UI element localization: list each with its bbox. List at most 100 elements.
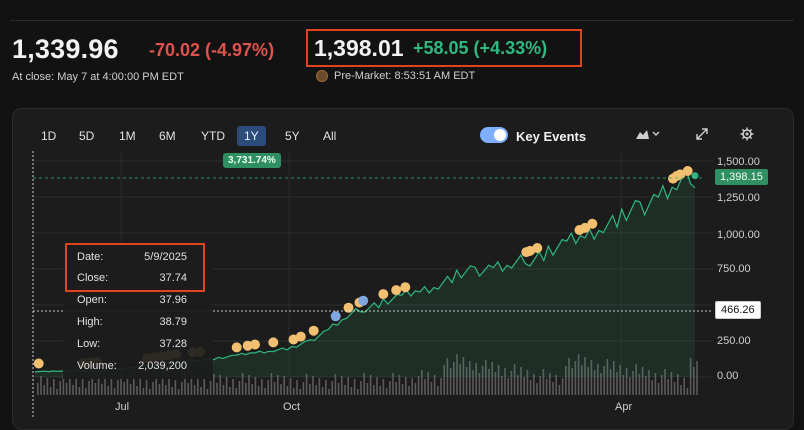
- volume-bar: [408, 386, 410, 395]
- expand-icon[interactable]: [695, 127, 709, 144]
- volume-bar: [693, 367, 695, 395]
- tooltip-label: Volume:: [77, 360, 117, 372]
- volume-bar: [264, 388, 266, 395]
- volume-bar: [526, 370, 529, 395]
- volume-bar: [529, 380, 532, 395]
- volume-bar: [133, 376, 135, 395]
- last-price-badge: 1,398.15: [715, 169, 768, 185]
- volume-bar: [440, 378, 442, 395]
- volume-bar: [235, 388, 237, 395]
- volume-bar: [501, 376, 503, 395]
- price-area: [35, 168, 695, 377]
- volume-bar: [376, 377, 378, 395]
- volume-bar: [555, 375, 557, 395]
- chart-type-icon[interactable]: [635, 127, 663, 144]
- key-event-dot: [330, 311, 341, 322]
- volume-bar: [251, 384, 253, 395]
- volume-bar: [56, 389, 58, 395]
- y-tick-1250: 1,250.00: [717, 192, 760, 204]
- range-1m[interactable]: 1M: [119, 129, 136, 143]
- volume-bar: [293, 388, 295, 395]
- volume-bar: [625, 368, 628, 395]
- volume-bar: [520, 367, 522, 395]
- key-event-dot: [378, 289, 389, 300]
- key-events-toggle[interactable]: [480, 127, 508, 143]
- volume-bar: [568, 358, 570, 395]
- last-point-dot: [691, 172, 699, 180]
- volume-bar: [43, 385, 45, 395]
- volume-bar: [91, 373, 93, 395]
- range-6m[interactable]: 6M: [159, 129, 176, 143]
- volume-bar: [683, 378, 685, 395]
- volume-bar: [216, 383, 218, 395]
- volume-bar: [149, 389, 151, 395]
- volume-bar: [53, 379, 55, 395]
- volume-bar: [85, 388, 87, 395]
- volume-bar: [478, 373, 481, 395]
- volume-bar: [424, 379, 426, 395]
- volume-bar: [465, 367, 468, 395]
- key-events-label: Key Events: [516, 129, 587, 144]
- volume-bar: [129, 384, 132, 395]
- tooltip-value: 5/9/2025: [144, 251, 187, 263]
- volume-bar: [379, 386, 381, 395]
- volume-bar: [286, 386, 289, 395]
- volume-bar: [641, 367, 644, 395]
- volume-bar: [334, 374, 337, 395]
- volume-bar: [302, 382, 305, 395]
- volume-bar: [104, 377, 106, 395]
- range-1d[interactable]: 1D: [41, 129, 57, 143]
- volume-bar: [273, 382, 276, 395]
- range-5y[interactable]: 5Y: [285, 129, 300, 143]
- volume-bar: [552, 382, 554, 395]
- volume-bar: [581, 365, 583, 395]
- range-5d[interactable]: 5D: [79, 129, 95, 143]
- range-ytd[interactable]: YTD: [201, 129, 225, 143]
- volume-bar: [677, 374, 679, 395]
- volume-bar: [593, 370, 596, 395]
- key-event-dot: [268, 337, 279, 348]
- tooltip-value: 38.79: [159, 316, 187, 328]
- volume-bar: [277, 375, 279, 395]
- volume-bar: [75, 377, 77, 395]
- gear-icon[interactable]: [740, 127, 754, 144]
- volume-bar: [168, 378, 170, 395]
- volume-bar: [280, 384, 282, 395]
- volume-bar: [661, 375, 663, 395]
- volume-bar: [341, 376, 343, 395]
- volume-bar: [357, 389, 359, 395]
- range-all[interactable]: All: [323, 129, 337, 143]
- volume-bar: [485, 360, 487, 395]
- volume-bar: [347, 377, 349, 395]
- volume-bar: [88, 381, 90, 395]
- volume-bar: [261, 379, 263, 395]
- volume-bar: [635, 364, 637, 395]
- tooltip-row-low: Low: 37.28: [77, 338, 187, 350]
- tooltip-panel: [63, 242, 213, 379]
- volume-bar: [225, 377, 228, 395]
- volume-bar: [648, 370, 650, 395]
- tooltip-value: 37.74: [159, 272, 187, 284]
- volume-bar: [453, 362, 455, 395]
- range-1y[interactable]: 1Y: [237, 126, 266, 146]
- close-note: At close: May 7 at 4:00:00 PM EDT: [12, 71, 184, 83]
- volume-bars: [37, 354, 698, 395]
- volume-bar: [577, 354, 580, 395]
- key-event-dot: [231, 342, 242, 353]
- volume-bar: [171, 387, 173, 395]
- key-event-dot: [250, 339, 260, 350]
- volume-bar: [289, 378, 292, 395]
- moon-sun-icon: [316, 70, 328, 82]
- volume-bar: [456, 354, 458, 395]
- tooltip-label: Close:: [77, 272, 109, 284]
- volume-bar: [411, 378, 413, 395]
- volume-bar: [72, 385, 74, 395]
- volume-bar: [417, 376, 420, 395]
- volume-bar: [536, 383, 538, 395]
- volume-bar: [430, 382, 433, 395]
- premarket-note: Pre-Market: 8:53:51 AM EDT: [316, 70, 475, 82]
- volume-bar: [206, 389, 209, 395]
- volume-bar: [241, 373, 244, 395]
- volume-bar: [389, 381, 391, 395]
- volume-bar: [382, 379, 385, 395]
